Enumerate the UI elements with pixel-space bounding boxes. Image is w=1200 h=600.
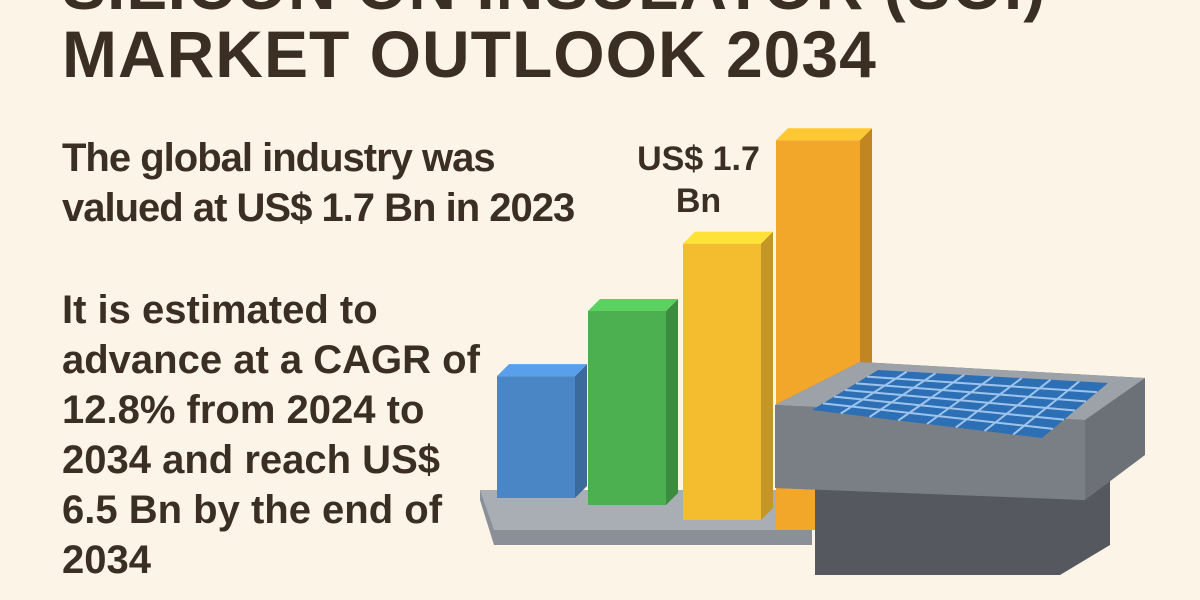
title-line-1: SILICON ON INSULATOR (SOI): [62, 0, 1046, 19]
forecast-text: It is estimated to advance at a CAGR of …: [62, 288, 480, 582]
bar-3: [683, 231, 773, 520]
bar-1: [497, 364, 587, 498]
chip-icon: [775, 362, 1145, 575]
valuation-text: The global industry was valued at US$ 1.7…: [62, 136, 575, 230]
bar-2: [588, 299, 678, 505]
bar-annotation: US$ 1.7 Bn: [637, 140, 760, 220]
title-line-2: MARKET OUTLOOK 2034: [62, 17, 877, 91]
